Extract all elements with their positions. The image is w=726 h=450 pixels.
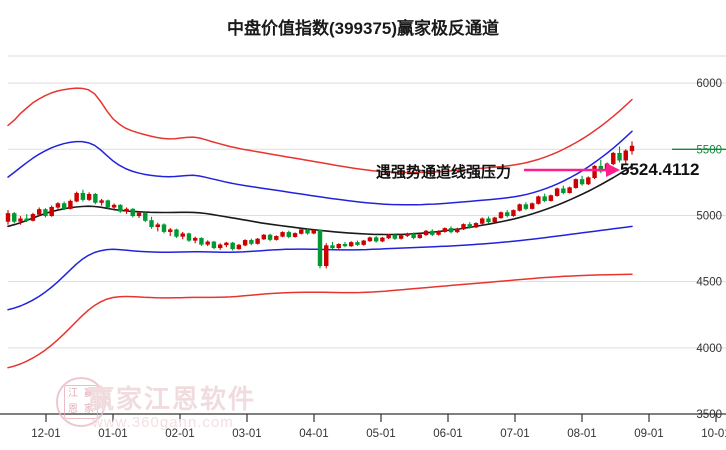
channel-bands: [7, 87, 633, 369]
y-axis-labels: 6000 5500 5000 4500 4000 3500: [672, 78, 726, 421]
gridlines: [8, 55, 726, 415]
x-axis: [0, 413, 726, 422]
watermark-url: www.360gann.com: [92, 414, 234, 431]
svg-text:10-01: 10-01: [701, 428, 726, 440]
svg-text:6000: 6000: [696, 78, 722, 90]
watermark-logo-icon: 江赢恩家: [56, 377, 106, 427]
candlestick-series: [5, 141, 635, 269]
annotation-label: 遇强势通道线强压力: [376, 164, 512, 181]
svg-text:09-01: 09-01: [634, 428, 663, 440]
svg-text:06-01: 06-01: [433, 428, 462, 440]
current-price-label: 5524.4112: [620, 160, 700, 179]
svg-text:02-01: 02-01: [165, 428, 194, 440]
svg-text:12-01: 12-01: [31, 428, 60, 440]
svg-text:07-01: 07-01: [500, 428, 529, 440]
watermark-brand: 赢家江恩软件: [88, 384, 257, 414]
svg-text:5500: 5500: [696, 144, 722, 156]
svg-text:08-01: 08-01: [567, 428, 596, 440]
svg-text:01-01: 01-01: [98, 428, 127, 440]
svg-text:4500: 4500: [696, 277, 722, 289]
x-axis-labels: 12-01 01-01 02-01 03-01 04-01 05-01 06-01 07-01…: [31, 428, 726, 440]
annotation-arrow: [524, 163, 620, 177]
svg-text:05-01: 05-01: [366, 428, 395, 440]
svg-text:3500: 3500: [696, 409, 722, 421]
svg-text:03-01: 03-01: [232, 428, 261, 440]
page-title: 中盘价值指数(399375)赢家极反通道: [226, 19, 500, 38]
svg-text:5000: 5000: [696, 210, 722, 222]
svg-text:04-01: 04-01: [299, 428, 328, 440]
watermark-logo-characters: 江赢恩家: [64, 385, 98, 419]
svg-text:4000: 4000: [696, 343, 722, 355]
